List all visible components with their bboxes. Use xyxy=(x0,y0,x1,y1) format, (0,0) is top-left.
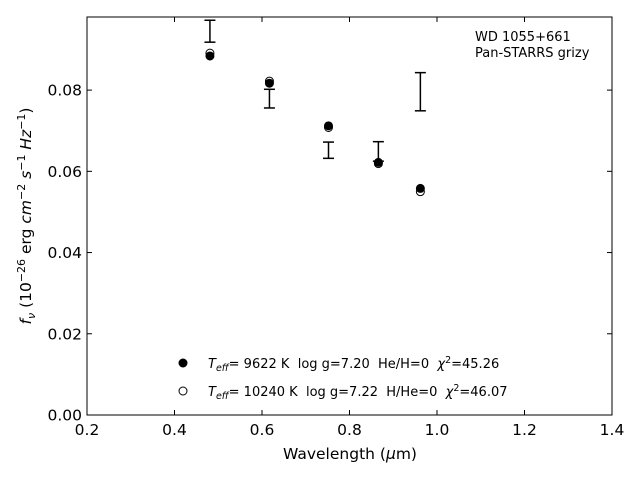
y-tick-label: 0.02 xyxy=(47,325,82,343)
point-filled xyxy=(264,78,274,88)
y-axis-ticks: 0.00 0.02 0.04 0.06 0.08 xyxy=(47,82,612,425)
point-open xyxy=(324,122,333,132)
y-axis-label: fν (10−26 erg cm−2 s−1 Hz−1) xyxy=(15,108,38,325)
x-tick-label: 1.2 xyxy=(512,421,537,439)
legend-entry-2-teff: = 10240 K xyxy=(229,385,299,400)
legend-entry-1: Teff= 9622 K log g=7.20 He/H=0 χ2=45.26 xyxy=(208,355,499,374)
legend-entry-1-params: log g=7.20 He/H=0 xyxy=(289,357,437,372)
point-filled xyxy=(415,183,425,193)
plot-border xyxy=(86,16,613,416)
y-tick-label: 0.08 xyxy=(47,82,82,100)
legend-marker-open-circle xyxy=(178,386,188,396)
model-points xyxy=(205,48,425,197)
point-open xyxy=(205,48,215,58)
y-tick-label: 0.06 xyxy=(47,163,82,181)
legend-entry-1-teff: = 9622 K xyxy=(229,357,290,372)
point-open xyxy=(415,187,425,197)
y-tick-label: 0.04 xyxy=(47,244,82,262)
legend: Teff= 9622 K log g=7.20 He/H=0 χ2=45.26 … xyxy=(178,355,508,402)
plot-frame xyxy=(86,16,613,416)
legend-entry-2-params: log g=7.22 H/He=0 xyxy=(298,385,446,400)
x-axis-ticks: 0.2 0.4 0.6 0.8 1.0 1.2 1.4 xyxy=(75,17,625,439)
point-filled xyxy=(205,51,215,61)
x-tick-label: 0.2 xyxy=(75,421,100,439)
point-open xyxy=(373,159,383,169)
observed-errorbars xyxy=(204,19,426,162)
y-tick-label: 0.00 xyxy=(47,407,82,425)
x-tick-label: 0.4 xyxy=(162,421,187,439)
x-tick-label: 1.4 xyxy=(600,421,625,439)
annotation-star-name: WD 1055+661 xyxy=(475,30,571,45)
legend-entry-2: Teff= 10240 K log g=7.22 H/He=0 χ2=46.07 xyxy=(208,383,508,402)
legend-entry-1-chi: =45.26 xyxy=(451,357,499,372)
annotation-survey: Pan-STARRS grizy xyxy=(475,46,590,61)
x-tick-label: 0.6 xyxy=(250,421,275,439)
legend-entry-2-chi: =46.07 xyxy=(459,385,507,400)
x-axis-label: Wavelength (μm) xyxy=(283,445,417,463)
x-tick-label: 0.8 xyxy=(337,421,362,439)
x-tick-label: 1.0 xyxy=(425,421,450,439)
legend-marker-filled-circle xyxy=(178,358,188,368)
point-open xyxy=(264,76,274,86)
